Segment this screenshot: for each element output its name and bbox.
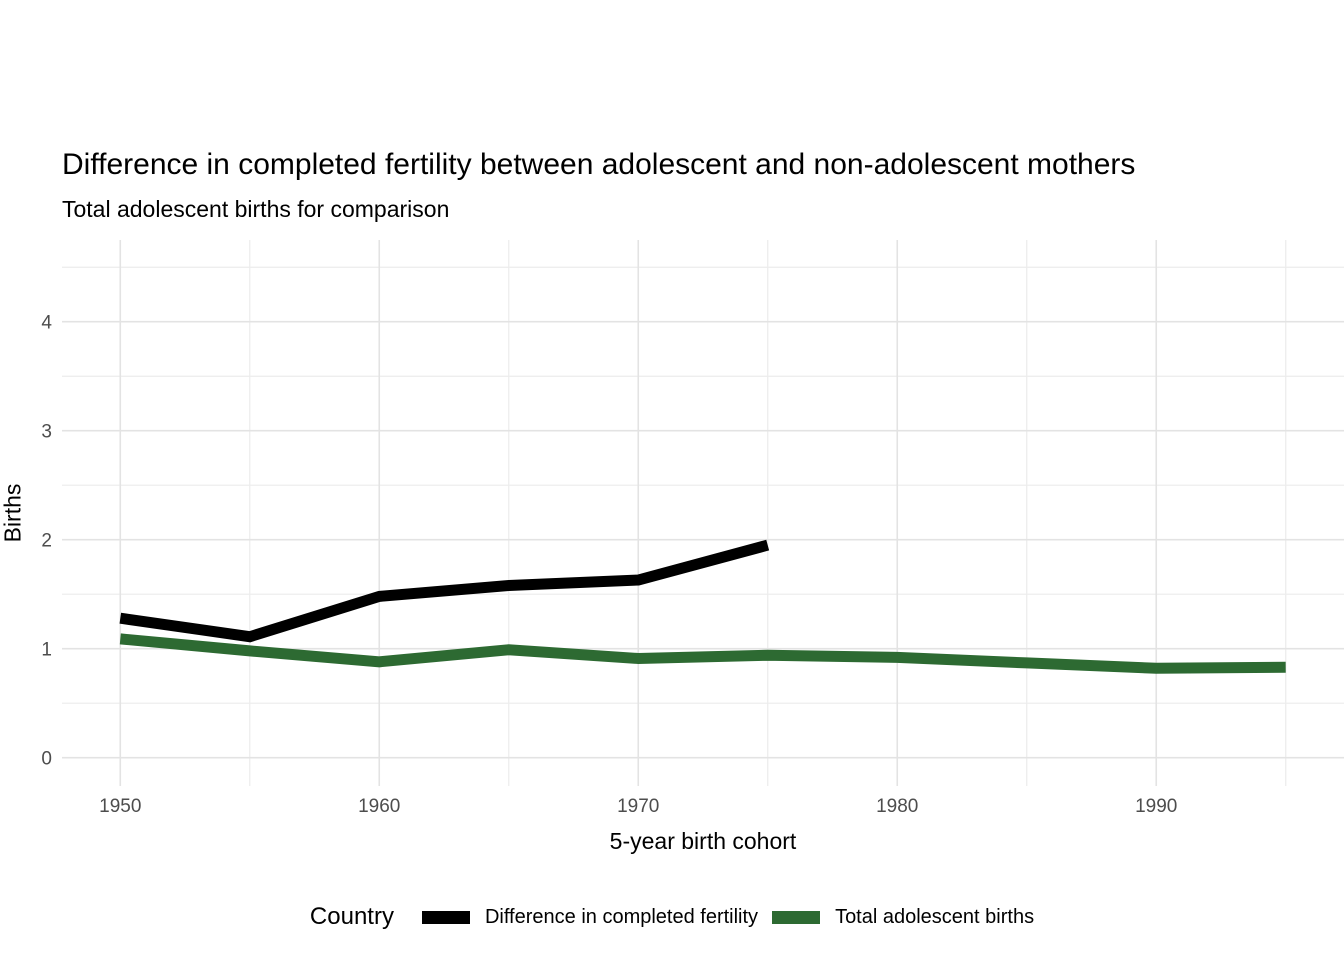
legend-items: Difference in completed fertility Total a… [408,906,1034,929]
y-tick-label: 3 [41,421,52,442]
legend-title: Country [309,903,394,930]
gridlines-minor [62,240,1344,786]
x-tick-label: 1980 [876,796,918,817]
gridlines-major [62,240,1344,786]
y-tick-label: 2 [41,530,52,551]
legend-item: Difference in completed fertility [421,905,759,929]
legend-swatch-total [772,910,821,924]
legend-item: Total adolescent births [772,906,1034,929]
legend-swatch-difference [421,910,470,924]
y-tick-label: 1 [41,639,52,660]
y-tick-label: 0 [41,748,52,769]
chart-title: Difference in completed fertility betwee… [62,148,1136,181]
x-axis-title: 5-year birth cohort [609,828,797,854]
y-axis-title: Births [0,483,26,543]
series-line-difference [119,539,770,643]
series-line-total [119,633,1286,674]
series-lines [119,539,1286,674]
x-tick-label: 1950 [99,796,141,817]
legend-label: Difference in completed fertility [484,905,759,928]
y-tick-label: 4 [41,312,52,333]
chart-subtitle: Total adolescent births for comparison [62,196,450,222]
legend: Country Difference in completed fertilit… [0,903,1344,931]
axis-tick-labels: 0 1 2 3 4 1950 1960 1970 1980 1990 [41,312,1177,817]
x-tick-label: 1970 [617,796,659,817]
legend-label: Total adolescent births [835,905,1035,928]
x-tick-label: 1960 [358,796,400,817]
x-tick-label: 1990 [1135,796,1177,817]
